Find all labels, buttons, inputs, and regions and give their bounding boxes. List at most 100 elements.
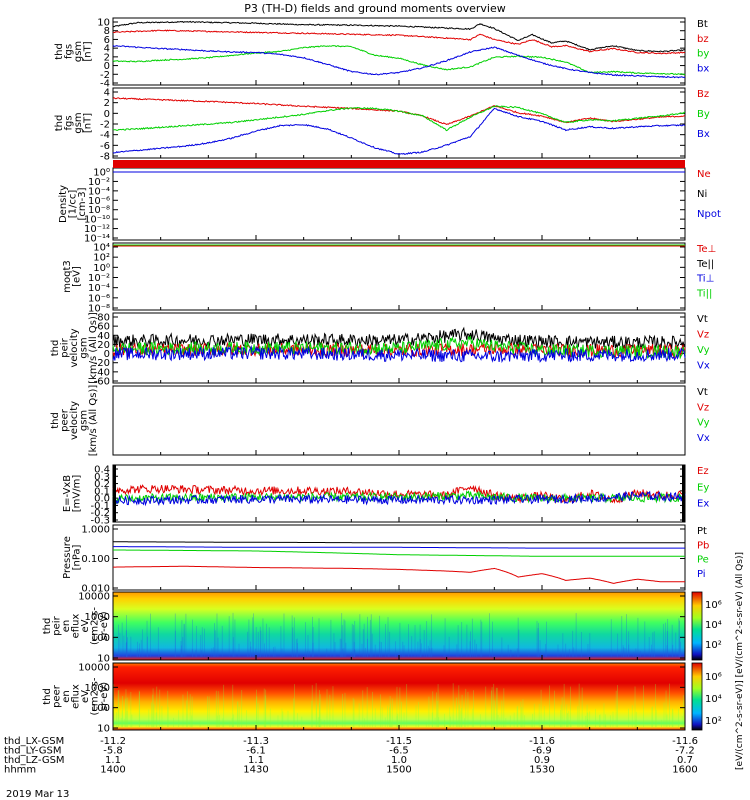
legend-entry: Ni: [697, 189, 707, 200]
y-tick-label: 2: [104, 52, 110, 63]
legend-entry: Ti||: [696, 288, 712, 299]
colorbar: 10⁶ 10⁴ 10² 10⁶ 10⁴ 10² [eV/(cm^2-s-sr-eV)] [e…: [691, 552, 745, 770]
y-axis-label: velocity: [69, 328, 80, 367]
panel-frame: [112, 17, 686, 86]
series-By: [112, 105, 685, 132]
legend-entry: Npot: [697, 209, 721, 220]
y-tick-label: 6: [104, 35, 110, 46]
x-row-value: 1.1: [248, 755, 264, 766]
y-tick-label: -4: [100, 79, 110, 90]
legend-entry: Vx: [697, 433, 710, 444]
y-tick-label: 100: [91, 703, 110, 714]
legend-entry: Vy: [697, 418, 710, 429]
x-row-value: -11.2: [100, 736, 126, 747]
legend-entry: by: [697, 49, 709, 60]
y-axis-label: fgs: [64, 44, 75, 59]
x-row-value: -7.2: [675, 746, 695, 757]
y-axis-label: [cm-3]: [77, 187, 88, 220]
y-axis-label: [km/s (All Qs)]: [88, 385, 99, 457]
y-axis-label: gsm: [73, 41, 84, 62]
y-tick-label: -4: [100, 130, 110, 141]
y-axis-label: eV: [80, 619, 91, 632]
series-Pe: [113, 549, 685, 557]
y-tick-label: -6: [100, 141, 110, 152]
y-axis-label: gsm: [73, 112, 84, 133]
legend-entry: Vz: [697, 402, 709, 413]
y-tick-label: 1000: [85, 612, 110, 623]
panel-p7: 0.40.30.20.10.0-0.1-0.2-0.3 E=-VxB[mV/m] E…: [62, 464, 709, 527]
y-tick-label: 10⁻¹⁴: [84, 234, 110, 245]
x-row-value: -11.6: [529, 736, 555, 747]
colorbar-tick: 10⁶: [705, 600, 722, 611]
y-tick-label: 10⁻⁸: [88, 205, 110, 216]
y-tick-label: 10⁻⁶: [88, 196, 110, 207]
y-tick-label: 10⁻⁸: [88, 304, 110, 315]
panel-p8: 1.000 0.100 0.010 Pressure[nPa] Pt Pb Pe Pi: [62, 524, 709, 595]
legend-entry: Ey: [697, 482, 709, 493]
y-axis-label: gsm: [79, 410, 90, 431]
y-tick-label: 80: [97, 313, 110, 324]
y-tick-label: -60: [94, 377, 110, 388]
colorbar-bottom: [691, 662, 703, 731]
y-axis-label: eV: [80, 690, 91, 703]
y-axis-label: fgs: [64, 115, 75, 130]
y-axis-label: [eV]: [72, 266, 83, 287]
legend-entry: Bx: [697, 129, 710, 140]
y-tick-label: 0: [104, 61, 110, 72]
y-tick-label: 10⁻²: [88, 177, 110, 188]
x-row-value: 1600: [672, 765, 697, 776]
legend-entry: bz: [697, 34, 709, 45]
x-row-value: 1400: [100, 765, 125, 776]
x-row-value: -11.5: [386, 736, 412, 747]
panel-frame: [112, 242, 686, 311]
series-Vt: [112, 326, 686, 350]
y-tick-label: -2: [100, 70, 110, 81]
y-axis-label: peir: [52, 615, 63, 635]
y-axis-label: [nT]: [83, 41, 94, 61]
y-tick-label: 10⁴: [93, 243, 110, 254]
x-row-value: 0.9: [534, 755, 550, 766]
series-Vx: [112, 345, 686, 364]
x-row-name: thd_LZ-GSM: [4, 755, 65, 766]
y-tick-label: 2: [104, 98, 110, 109]
y-tick-label: 10⁰: [93, 168, 110, 179]
series-bz: [112, 29, 686, 55]
y-tick-label: 10⁻¹⁰: [84, 215, 110, 226]
colorbar-tick: 10²: [705, 716, 722, 727]
legend-entry: Pi: [697, 569, 706, 580]
legend-entry: Pe: [697, 555, 709, 566]
y-tick-label: 4: [104, 88, 110, 99]
y-tick-label: 100: [91, 633, 110, 644]
y-tick-label: 40: [97, 331, 110, 342]
x-row-value: 1.1: [105, 755, 121, 766]
y-axis-label: thd: [50, 340, 61, 357]
y-axis-label: gsm: [79, 337, 90, 358]
density-band: [113, 160, 685, 168]
y-tick-label: 4: [104, 44, 110, 55]
legend-entry: Vt: [697, 314, 708, 325]
y-axis-label: en: [61, 690, 72, 703]
y-tick-label: 10⁻¹²: [84, 224, 110, 235]
y-axis-label: eflux: [71, 684, 82, 709]
y-axis-label: thd: [42, 618, 53, 635]
y-tick-label: 60: [97, 322, 110, 333]
x-row-value: 1500: [386, 765, 411, 776]
legend-entry: Vt: [697, 387, 708, 398]
y-axis-label: [km/s (All Qs)]: [88, 312, 99, 384]
legend-entry: Vx: [697, 361, 710, 372]
legend-entry: Vy: [697, 345, 710, 356]
legend-entry: bx: [697, 63, 709, 74]
series-Vy: [112, 335, 686, 360]
y-tick-label: 10000: [78, 592, 110, 603]
x-row-value: -6.9: [532, 746, 552, 757]
series-Pb: [113, 565, 685, 584]
y-axis-label: (cm2-s-: [90, 677, 101, 715]
panel-frame: [112, 167, 686, 241]
spectrogram-p10: [113, 663, 685, 730]
y-axis-label: eflux: [71, 614, 82, 639]
x-row-value: -11.6: [672, 736, 698, 747]
